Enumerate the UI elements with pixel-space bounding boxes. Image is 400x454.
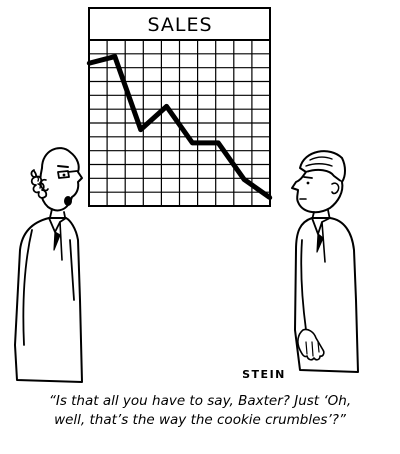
sales-data-point bbox=[190, 140, 195, 146]
right-man-figure bbox=[291, 150, 359, 373]
sales-chart: SALES bbox=[86, 7, 273, 207]
right-man-hand bbox=[297, 328, 325, 361]
sales-data-point bbox=[138, 127, 143, 132]
caption-line-2: well, that’s the way the cookie crumbles… bbox=[54, 412, 346, 428]
cartoon-caption: “Is that all you have to say, Baxter? Ju… bbox=[0, 392, 400, 430]
artist-signature: STEIN bbox=[242, 368, 286, 381]
left-man-mouth bbox=[64, 196, 72, 206]
left-man-glasses bbox=[57, 170, 78, 179]
sales-data-point bbox=[241, 177, 247, 182]
caption-line-1: “Is that all you have to say, Baxter? Ju… bbox=[48, 393, 352, 409]
right-man-head bbox=[291, 171, 344, 214]
left-man-figure bbox=[14, 147, 83, 383]
sales-data-point bbox=[216, 140, 221, 146]
sales-data-point bbox=[164, 104, 169, 109]
sales-trend-line bbox=[88, 54, 272, 200]
sales-data-point bbox=[112, 54, 118, 59]
chart-grid bbox=[89, 40, 270, 206]
chart-marks bbox=[86, 54, 273, 200]
sales-data-point bbox=[267, 195, 273, 200]
sales-data-point bbox=[86, 61, 92, 66]
chart-title: SALES bbox=[147, 14, 212, 36]
left-man-suit bbox=[14, 217, 83, 383]
left-man-head bbox=[39, 147, 83, 212]
